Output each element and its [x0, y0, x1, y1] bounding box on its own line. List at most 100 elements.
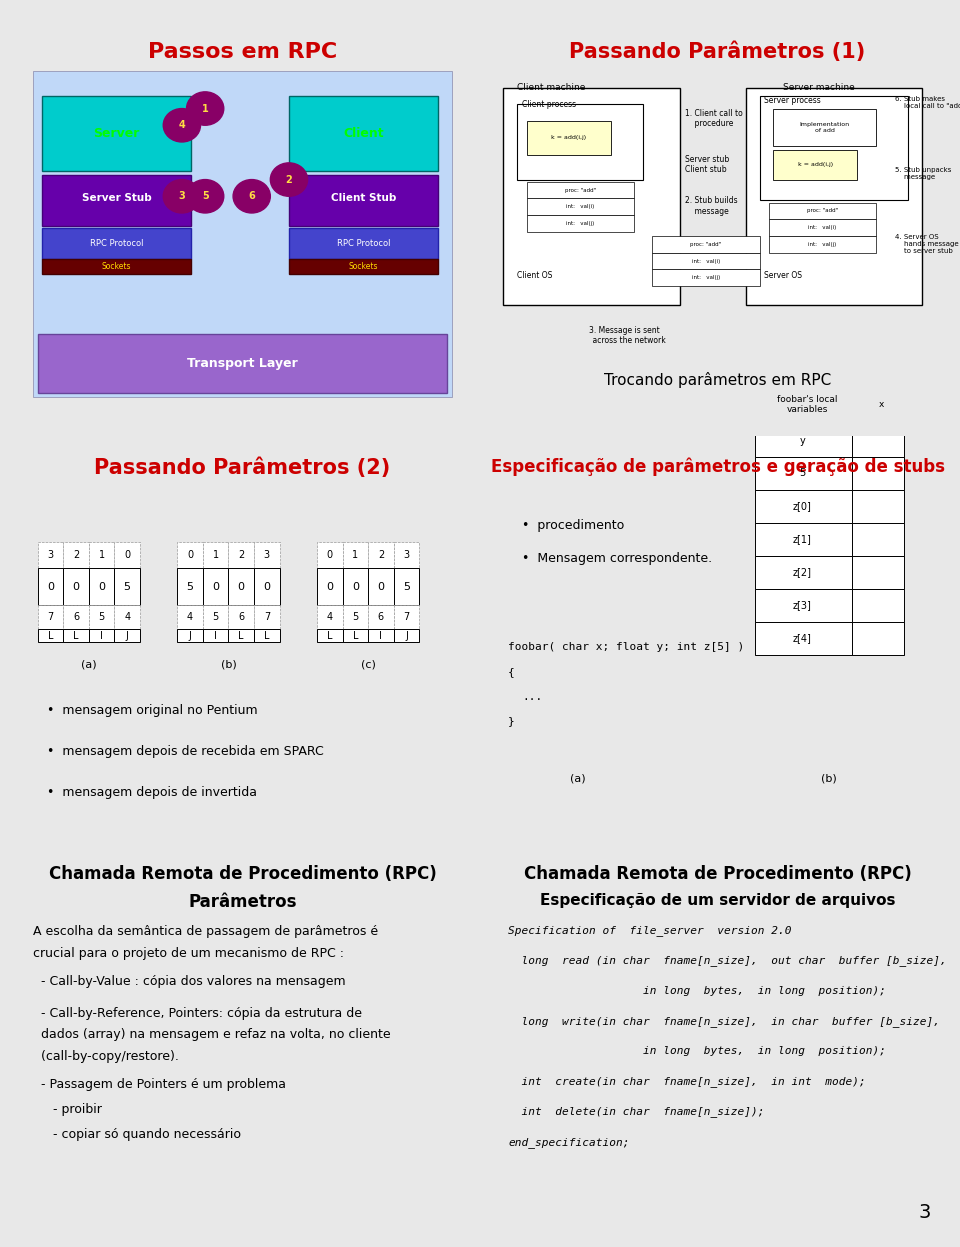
Text: Sockets: Sockets [348, 262, 378, 271]
Text: (b): (b) [822, 774, 837, 784]
Text: •  mensagem depois de invertida: • mensagem depois de invertida [47, 787, 257, 799]
Text: z[2]: z[2] [793, 567, 812, 577]
FancyBboxPatch shape [228, 542, 254, 569]
Text: 5: 5 [99, 612, 105, 622]
Text: Passando Parâmetros (2): Passando Parâmetros (2) [94, 456, 391, 478]
FancyBboxPatch shape [343, 630, 368, 642]
Text: •  procedimento: • procedimento [522, 519, 624, 531]
Text: L: L [327, 631, 332, 641]
Text: 5: 5 [212, 612, 219, 622]
FancyBboxPatch shape [88, 605, 114, 630]
FancyBboxPatch shape [317, 605, 343, 630]
Text: Server process: Server process [764, 96, 821, 105]
Text: 0: 0 [72, 581, 80, 591]
Text: 7: 7 [403, 612, 410, 622]
Text: int:   val(j): int: val(j) [808, 242, 836, 247]
Text: 0: 0 [326, 550, 333, 560]
FancyBboxPatch shape [517, 105, 643, 180]
Text: z[3]: z[3] [793, 600, 812, 610]
Text: Parâmetros: Parâmetros [188, 893, 297, 912]
Text: k = add(i,j): k = add(i,j) [798, 162, 833, 167]
Text: Client OS: Client OS [517, 271, 553, 281]
Text: 3: 3 [47, 550, 54, 560]
Text: 0: 0 [238, 581, 245, 591]
Text: y: y [800, 435, 805, 445]
FancyBboxPatch shape [527, 214, 634, 232]
Text: 7: 7 [47, 612, 54, 622]
Text: int:   val(j): int: val(j) [692, 276, 720, 281]
FancyBboxPatch shape [37, 569, 63, 605]
Text: 0: 0 [47, 581, 54, 591]
FancyBboxPatch shape [33, 71, 452, 397]
Text: - proibir: - proibir [33, 1102, 102, 1116]
Text: proc: "add": proc: "add" [806, 208, 838, 213]
FancyBboxPatch shape [228, 630, 254, 642]
FancyBboxPatch shape [203, 605, 228, 630]
FancyBboxPatch shape [254, 569, 279, 605]
Text: 0: 0 [377, 581, 384, 591]
FancyBboxPatch shape [88, 542, 114, 569]
Text: L: L [352, 631, 358, 641]
FancyBboxPatch shape [394, 569, 420, 605]
Text: 1. Client call to
    procedure: 1. Client call to procedure [685, 108, 743, 128]
Text: 5: 5 [186, 581, 194, 591]
FancyBboxPatch shape [755, 384, 903, 424]
Text: 6: 6 [73, 612, 79, 622]
Text: int  create(in char  fname[n_size],  in int  mode);: int create(in char fname[n_size], in int… [508, 1076, 866, 1087]
FancyBboxPatch shape [289, 228, 438, 259]
Text: L: L [73, 631, 79, 641]
FancyBboxPatch shape [368, 542, 394, 569]
Text: Client Stub: Client Stub [331, 193, 396, 203]
Text: Server OS: Server OS [764, 271, 803, 281]
Text: Transport Layer: Transport Layer [187, 357, 298, 370]
FancyBboxPatch shape [317, 630, 343, 642]
Text: 3: 3 [179, 191, 185, 201]
FancyBboxPatch shape [228, 569, 254, 605]
FancyBboxPatch shape [343, 542, 368, 569]
Text: Server: Server [93, 127, 140, 140]
Text: L: L [48, 631, 53, 641]
FancyBboxPatch shape [88, 569, 114, 605]
Text: 5: 5 [800, 469, 805, 479]
Text: - copiar só quando necessário: - copiar só quando necessário [33, 1127, 241, 1141]
Text: {: { [508, 667, 515, 677]
FancyBboxPatch shape [254, 630, 279, 642]
Text: Passos em RPC: Passos em RPC [148, 41, 337, 61]
Text: in long  bytes,  in long  position);: in long bytes, in long position); [508, 1046, 886, 1056]
Text: 6: 6 [249, 191, 255, 201]
Text: ...: ... [522, 692, 542, 702]
Text: proc: "add": proc: "add" [564, 187, 596, 192]
Text: 2: 2 [238, 550, 245, 560]
Text: z[4]: z[4] [793, 633, 812, 643]
Text: - Call-by-Reference, Pointers: cópia da estrutura de: - Call-by-Reference, Pointers: cópia da … [33, 1008, 362, 1020]
FancyBboxPatch shape [343, 569, 368, 605]
FancyBboxPatch shape [178, 605, 203, 630]
Text: 0: 0 [326, 581, 333, 591]
FancyBboxPatch shape [755, 424, 852, 456]
FancyBboxPatch shape [254, 605, 279, 630]
FancyBboxPatch shape [254, 542, 279, 569]
FancyBboxPatch shape [394, 605, 420, 630]
FancyBboxPatch shape [653, 269, 759, 286]
FancyBboxPatch shape [852, 621, 903, 655]
Text: k = add(i,j): k = add(i,j) [551, 135, 587, 141]
FancyBboxPatch shape [42, 228, 191, 259]
Text: •  mensagem depois de recebida em SPARC: • mensagem depois de recebida em SPARC [47, 744, 324, 758]
Text: Passando Parâmetros (1): Passando Parâmetros (1) [569, 41, 866, 62]
FancyBboxPatch shape [203, 542, 228, 569]
Text: 1: 1 [352, 550, 358, 560]
Text: •  mensagem original no Pentium: • mensagem original no Pentium [47, 703, 257, 717]
FancyBboxPatch shape [755, 456, 852, 490]
Text: 5: 5 [124, 581, 131, 591]
FancyBboxPatch shape [289, 259, 438, 273]
Text: RPC Protocol: RPC Protocol [90, 238, 143, 248]
Text: 1: 1 [99, 550, 105, 560]
Text: A escolha da semântica de passagem de parâmetros é: A escolha da semântica de passagem de pa… [33, 925, 378, 938]
Text: Specification of  file_server  version 2.0: Specification of file_server version 2.0 [508, 925, 792, 936]
FancyBboxPatch shape [394, 630, 420, 642]
Text: 3: 3 [403, 550, 410, 560]
Text: - Call-by-Value : cópia dos valores na mensagem: - Call-by-Value : cópia dos valores na m… [33, 975, 346, 988]
Text: long  write(in char  fname[n_size],  in char  buffer [b_size],: long write(in char fname[n_size], in cha… [508, 1016, 940, 1026]
FancyBboxPatch shape [852, 556, 903, 589]
FancyBboxPatch shape [37, 630, 63, 642]
